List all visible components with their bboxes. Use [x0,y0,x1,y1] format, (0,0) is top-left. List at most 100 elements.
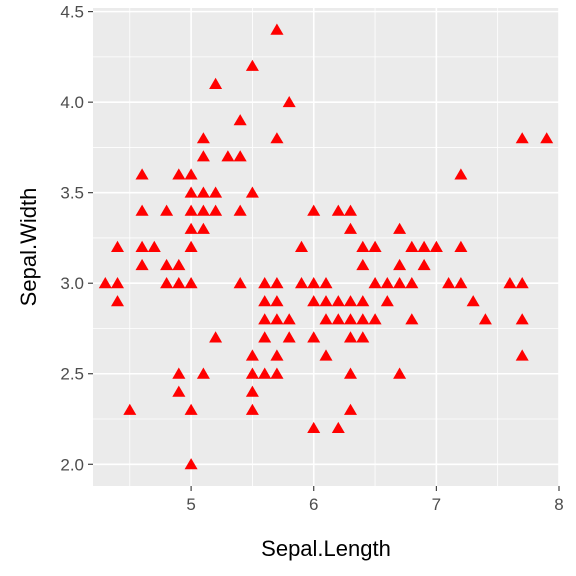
x-tick-label: 7 [432,495,441,514]
data-point [270,367,284,379]
data-point [270,349,284,361]
data-point [380,295,394,307]
data-point [307,277,321,289]
data-point [196,367,210,379]
y-tick-label: 4.0 [60,93,84,112]
data-point [258,277,272,289]
data-point [160,258,174,271]
data-point [331,295,345,307]
y-axis: 2.0 2.5 3.0 3.5 4.0 4.5 [60,3,93,474]
data-point [184,204,198,216]
data-point [344,222,357,234]
data-point [209,186,223,198]
data-point [356,295,370,307]
data-point [344,331,357,343]
data-point [196,222,210,234]
data-point [184,458,198,470]
data-point [282,331,296,343]
data-point [540,132,554,144]
data-point [344,403,357,415]
data-point [245,403,259,415]
x-tick-label: 5 [186,495,195,514]
data-point [515,132,529,144]
data-point [196,132,210,144]
data-point [184,240,198,252]
data-point [393,222,407,234]
data-point [319,295,333,307]
x-axis-title: Sepal.Length [261,536,391,561]
data-point [331,313,345,325]
data-point [344,204,357,216]
data-point [270,277,284,289]
data-point [368,277,382,289]
data-point [172,277,186,289]
data-point [184,186,198,198]
data-point [258,295,272,307]
data-point [515,349,529,361]
data-point [331,421,345,433]
data-point [111,277,124,289]
data-point [209,331,223,343]
data-point [503,277,517,289]
data-point [405,313,419,325]
data-point [331,204,345,216]
data-point [184,277,198,289]
y-axis-title: Sepal.Width [16,188,41,307]
data-point [245,186,259,198]
data-point [172,258,186,271]
data-point [233,150,247,162]
data-point [295,240,308,252]
data-point [245,349,259,361]
data-point [233,114,247,126]
data-point [393,258,407,271]
data-point [454,240,468,252]
data-point [233,204,247,216]
data-point [478,313,492,325]
data-point [111,240,124,252]
data-point [307,295,321,307]
data-point [356,313,370,325]
data-point [209,204,223,216]
data-point [319,349,333,361]
data-point [196,150,210,162]
data-point [172,367,186,379]
data-point [417,240,431,252]
y-tick-label: 2.0 [60,455,84,474]
data-point [245,59,259,71]
data-point [184,403,198,415]
y-tick-label: 3.0 [60,274,84,293]
data-point [307,421,321,433]
data-point [344,295,357,307]
data-point [258,313,272,325]
data-point [160,204,174,216]
data-point [196,204,210,216]
data-point [319,313,333,325]
data-point [135,258,149,271]
x-tick-label: 6 [309,495,318,514]
data-point [245,385,259,397]
y-tick-label: 2.5 [60,365,84,384]
data-point [319,277,333,289]
data-point [270,23,284,35]
data-point [454,277,468,289]
data-point [221,150,235,162]
data-point [135,168,149,180]
data-point [380,277,394,289]
data-point [282,313,296,325]
data-point [429,240,443,252]
minor-gridlines [93,8,559,486]
data-point [147,240,161,252]
data-point [98,277,112,289]
data-point [393,277,407,289]
data-point [515,313,529,325]
data-point [258,367,272,379]
data-point [344,367,357,379]
data-point [135,240,149,252]
data-point [160,277,174,289]
data-point [172,168,186,180]
x-axis: 5 6 7 8 [186,486,564,514]
data-point [209,77,223,89]
data-point [466,295,480,307]
plot-panel [93,8,559,486]
